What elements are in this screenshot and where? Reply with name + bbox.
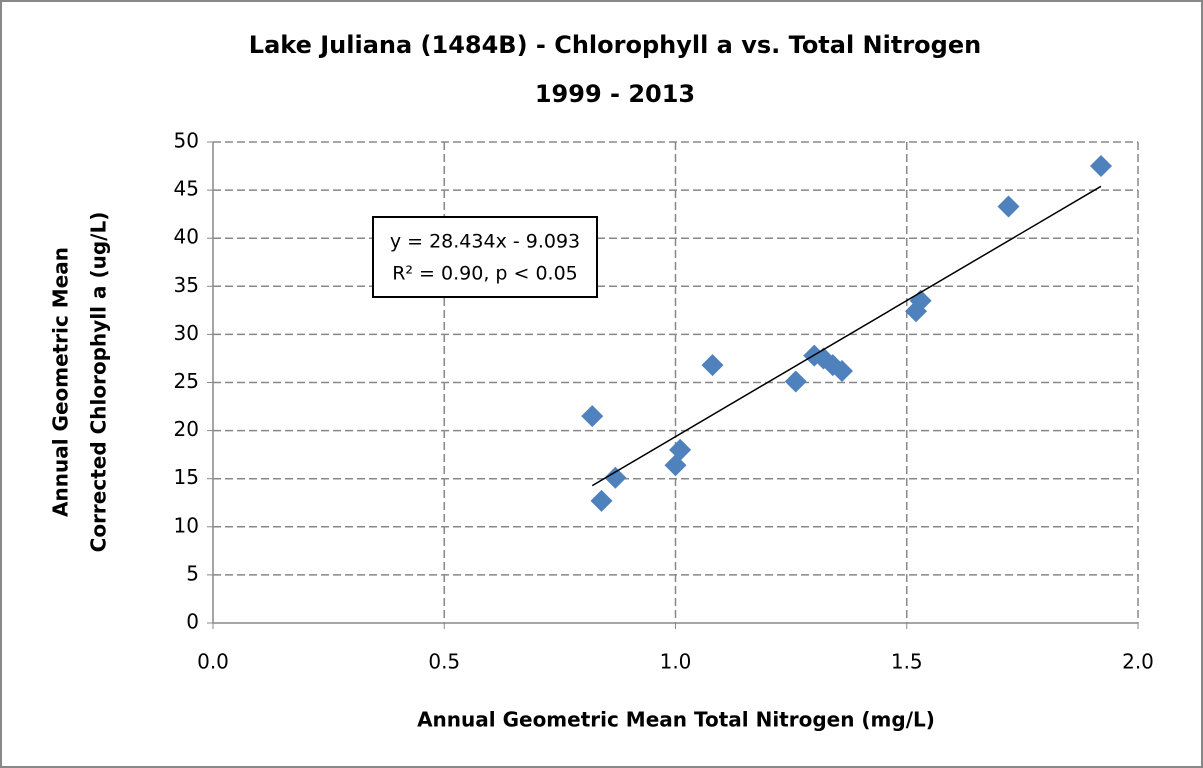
point bbox=[604, 466, 627, 489]
y-tick-label: 30 bbox=[174, 321, 199, 345]
x-tick-label: 1.5 bbox=[891, 650, 923, 674]
y-axis-label: Annual Geometric Mean bbox=[49, 247, 73, 517]
y-tick-label: 50 bbox=[174, 129, 199, 153]
annotation-box bbox=[372, 216, 598, 298]
x-tick-label: 0.5 bbox=[428, 650, 460, 674]
x-axis-label: Annual Geometric Mean Total Nitrogen (mg… bbox=[417, 708, 935, 732]
y-tick-label: 35 bbox=[174, 273, 199, 297]
y-tick-label: 10 bbox=[174, 513, 199, 537]
y-tick-label: 15 bbox=[174, 465, 199, 489]
point bbox=[590, 489, 613, 512]
y-axis-label: Corrected Chlorophyll a (ug/L) bbox=[87, 212, 111, 553]
point bbox=[997, 195, 1020, 218]
y-tick-label: 45 bbox=[174, 177, 199, 201]
y-tick-label: 25 bbox=[174, 369, 199, 393]
point bbox=[1090, 155, 1112, 178]
x-tick-label: 2.0 bbox=[1122, 650, 1154, 674]
chart-title: Lake Juliana (1484B) - Chlorophyll a vs.… bbox=[249, 31, 981, 59]
y-tick-label: 20 bbox=[174, 417, 199, 441]
chart-subtitle: 1999 - 2013 bbox=[535, 80, 695, 108]
point bbox=[831, 359, 853, 382]
x-tick-label: 1.0 bbox=[660, 650, 692, 674]
y-tick-label: 0 bbox=[186, 610, 199, 634]
annotation: R² = 0.90, p < 0.05 bbox=[392, 263, 578, 285]
point bbox=[669, 438, 692, 461]
y-tick-label: 40 bbox=[174, 225, 199, 249]
x-tick-label: 0.0 bbox=[197, 650, 229, 674]
point bbox=[581, 405, 604, 428]
trendline bbox=[591, 185, 1102, 487]
point bbox=[701, 354, 724, 377]
y-tick-label: 5 bbox=[186, 561, 199, 585]
point bbox=[784, 370, 807, 393]
annotation: y = 28.434x - 9.093 bbox=[390, 231, 580, 253]
